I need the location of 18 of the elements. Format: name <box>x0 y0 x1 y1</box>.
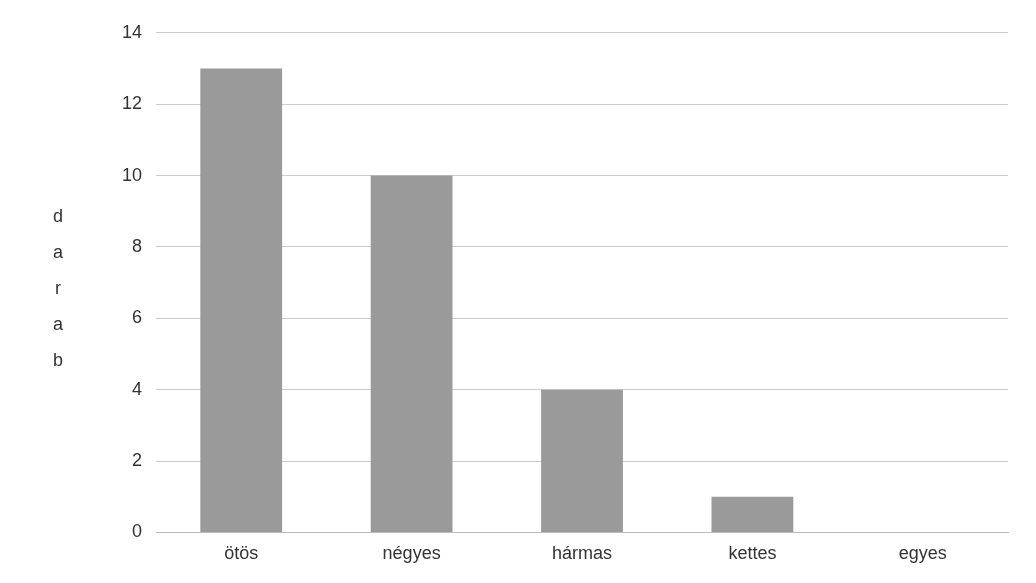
y-tick-label: 8 <box>132 235 143 256</box>
y-tick-label: 2 <box>132 450 143 470</box>
x-tick-label: négyes <box>382 543 441 564</box>
bar <box>200 68 283 532</box>
y-tick-label: 4 <box>132 378 143 399</box>
bar <box>370 175 453 532</box>
y-axis-title: darab <box>53 205 64 372</box>
x-tick-label: egyes <box>898 543 947 564</box>
bar <box>541 389 623 532</box>
y-tick-label: 0 <box>132 521 143 542</box>
y-tick-label: 6 <box>132 307 143 328</box>
y-tick-label: 10 <box>121 164 143 185</box>
bar <box>711 496 794 532</box>
x-tick-label: kettes <box>728 543 777 564</box>
x-tick-label: hármas <box>552 543 613 564</box>
y-tick-label: 14 <box>121 21 143 42</box>
y-tick-label: 12 <box>121 93 143 114</box>
x-tick-label: ötös <box>224 543 259 564</box>
